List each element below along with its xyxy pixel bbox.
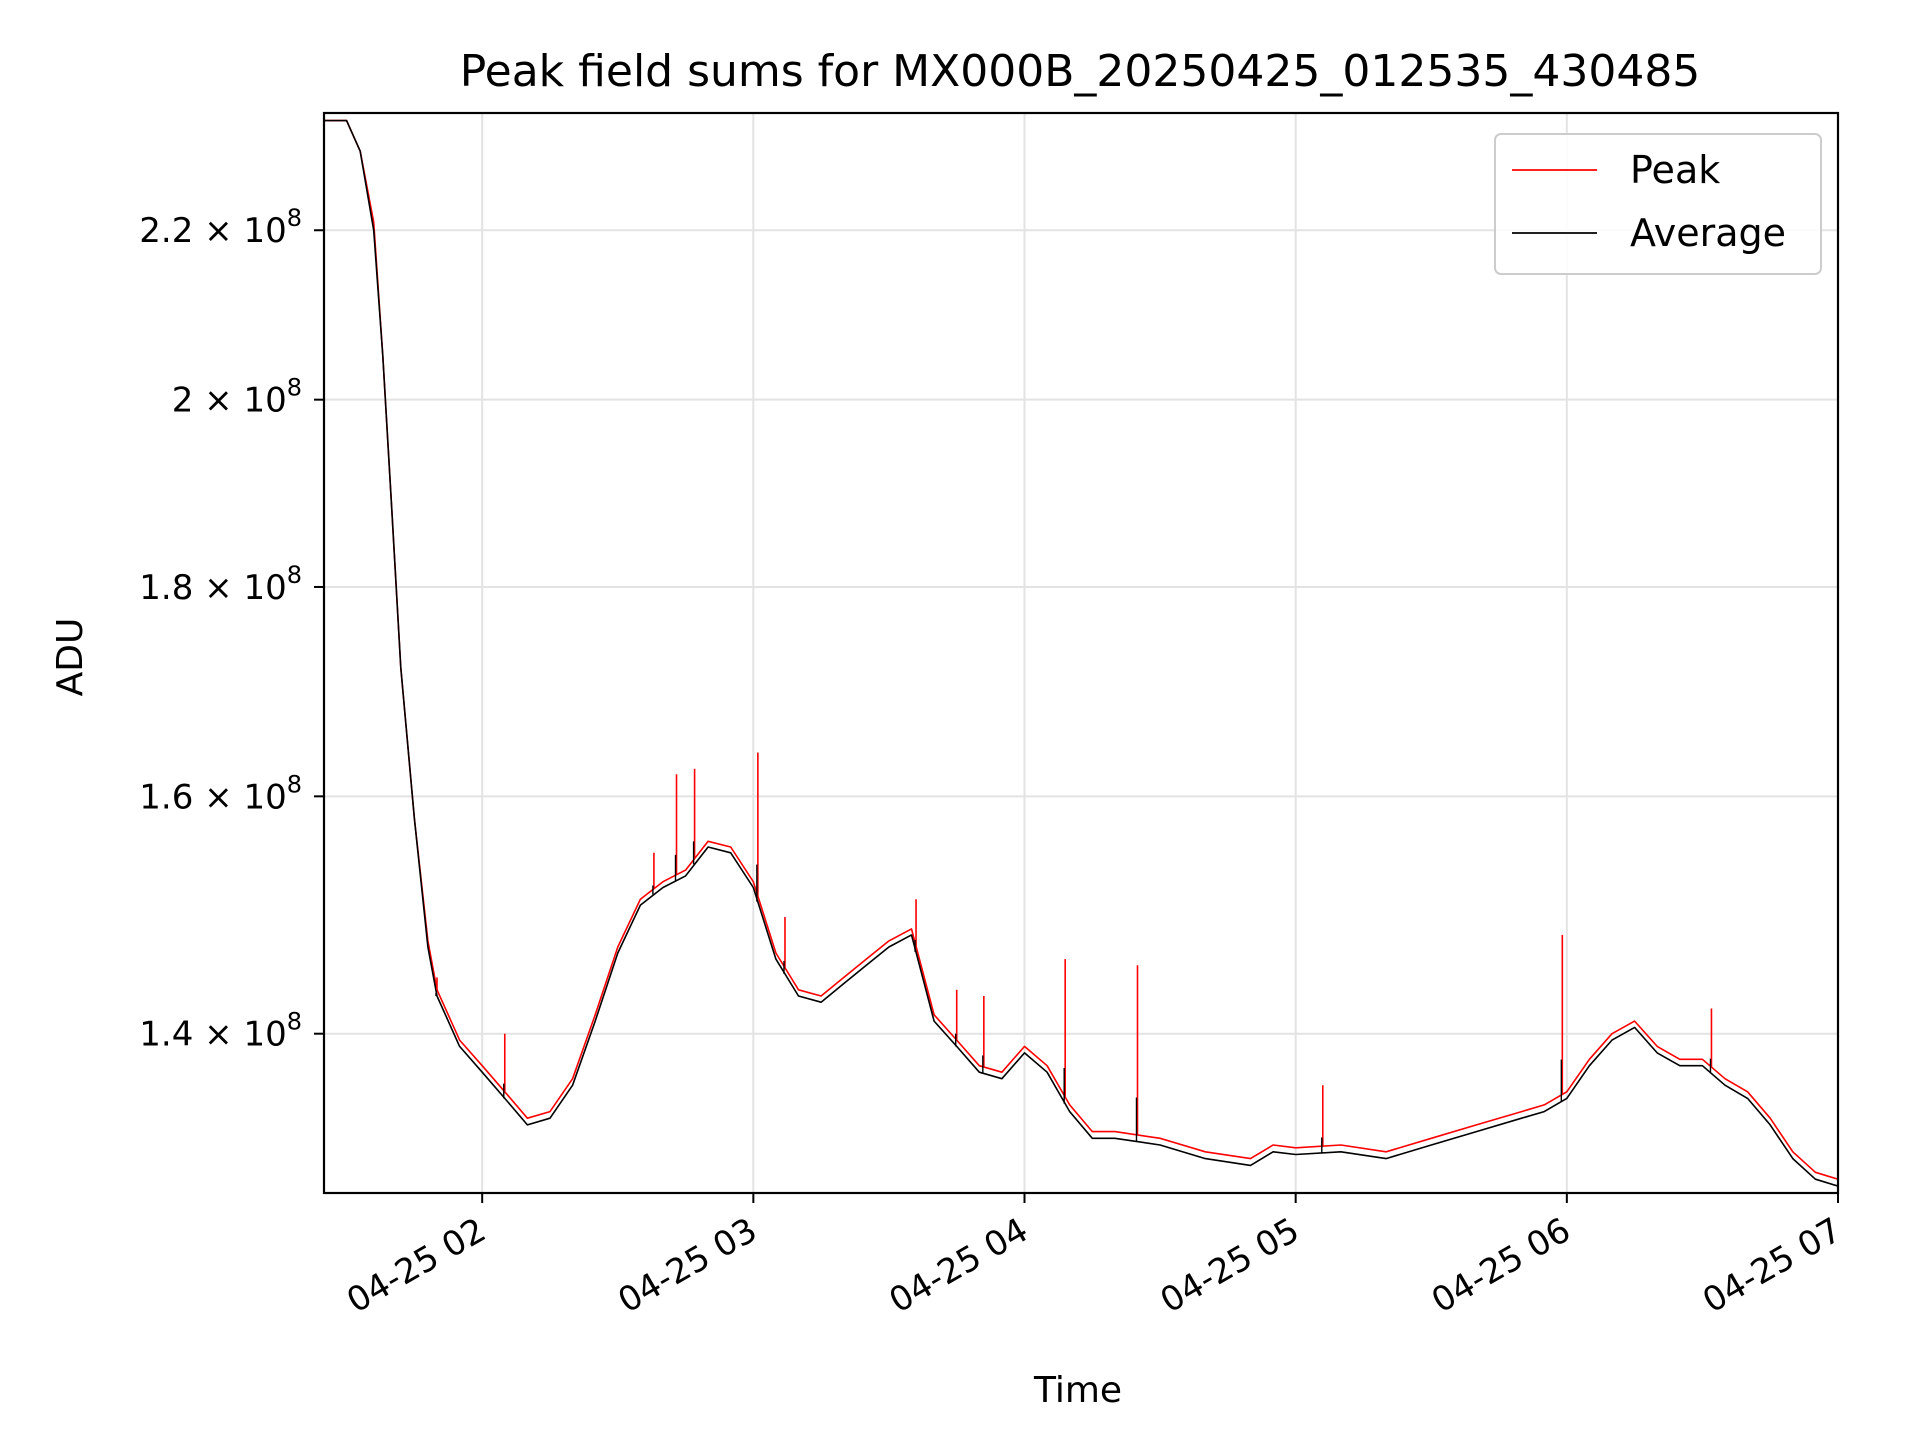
y-tick-exponent: 8 xyxy=(287,374,302,402)
x-axis-label: Time xyxy=(1033,1370,1122,1411)
y-tick-label: 1.8 × 108 xyxy=(139,561,302,608)
plot-area xyxy=(324,119,1838,1187)
series-line-peak xyxy=(324,119,1838,1180)
y-tick-label: 1.4 × 108 xyxy=(139,1008,302,1055)
y-tick-mantissa: 2.2 xyxy=(139,211,193,251)
y-tick-times: × xyxy=(193,211,243,251)
y-tick-base: 10 xyxy=(243,568,286,608)
legend: Peak Average xyxy=(1494,133,1822,275)
legend-label-peak: Peak xyxy=(1630,148,1720,192)
y-tick-base: 10 xyxy=(243,777,286,817)
plot-frame xyxy=(322,111,1840,1195)
y-tick-base: 10 xyxy=(243,381,286,421)
y-tick-exponent: 8 xyxy=(287,204,302,232)
y-tick-exponent: 8 xyxy=(287,561,302,589)
y-tick-base: 10 xyxy=(243,1015,286,1055)
y-axis-label: ADU xyxy=(50,618,91,697)
chart-title: Peak field sums for MX000B_20250425_0125… xyxy=(460,46,1701,97)
y-tick-mantissa: 1.6 xyxy=(139,777,193,817)
y-tick-times: × xyxy=(193,777,243,817)
y-tick-mantissa: 1.8 xyxy=(139,568,193,608)
y-tick-label: 2.2 × 108 xyxy=(139,204,302,251)
y-tick-mantissa: 1.4 xyxy=(139,1015,193,1055)
legend-box xyxy=(1494,133,1822,275)
legend-label-average: Average xyxy=(1630,211,1786,255)
y-tick-label: 1.6 × 108 xyxy=(139,770,302,817)
y-tick-exponent: 8 xyxy=(287,1008,302,1036)
y-tick-times: × xyxy=(193,1015,243,1055)
y-tick-times: × xyxy=(193,568,243,608)
y-tick-base: 10 xyxy=(243,211,286,251)
y-tick-exponent: 8 xyxy=(287,770,302,798)
y-tick-label: 2 × 108 xyxy=(172,374,302,421)
series-line-average xyxy=(324,119,1838,1187)
y-tick-mantissa: 2 xyxy=(172,381,194,421)
y-tick-times: × xyxy=(193,381,243,421)
